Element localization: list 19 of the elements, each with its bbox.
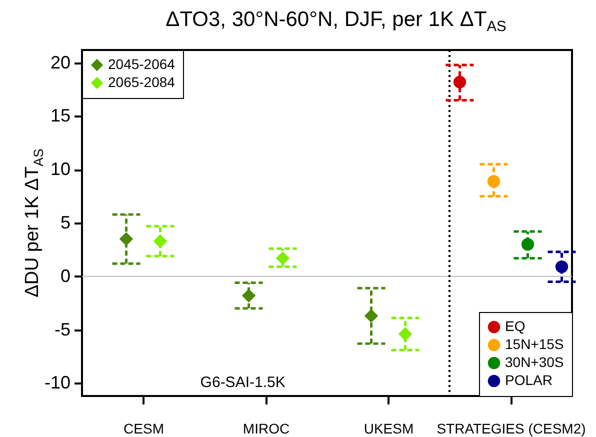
y-tick-label: 20 <box>50 52 70 72</box>
x-tick-label: MIROC <box>242 420 290 436</box>
y-tick-label: -10 <box>44 372 70 393</box>
legend-label: 2045-2064 <box>108 56 176 72</box>
annotation: G6-SAI-1.5K <box>200 374 286 391</box>
y-tick-label: 5 <box>60 212 70 232</box>
legend-label: EQ <box>505 318 526 334</box>
x-tick-label: UKESM <box>364 420 414 436</box>
y-tick-label: 0 <box>60 266 70 286</box>
y-tick-label: 15 <box>50 106 70 126</box>
y-tick-label: 10 <box>50 159 70 180</box>
legend-label: 30N+30S <box>505 354 564 370</box>
legend-label: 15N+15S <box>505 336 564 352</box>
legend-label: POLAR <box>505 372 552 388</box>
chart-title: ΔTO3, 30°N-60°N, DJF, per 1K ΔT$_{AS}$ <box>164 8 508 36</box>
legend-label: 2065-2084 <box>108 74 176 90</box>
x-tick-label: CESM <box>124 420 164 436</box>
y-tick-label: -5 <box>54 319 70 340</box>
x-tick-label: STRATEGIES (CESM2) <box>436 420 586 436</box>
